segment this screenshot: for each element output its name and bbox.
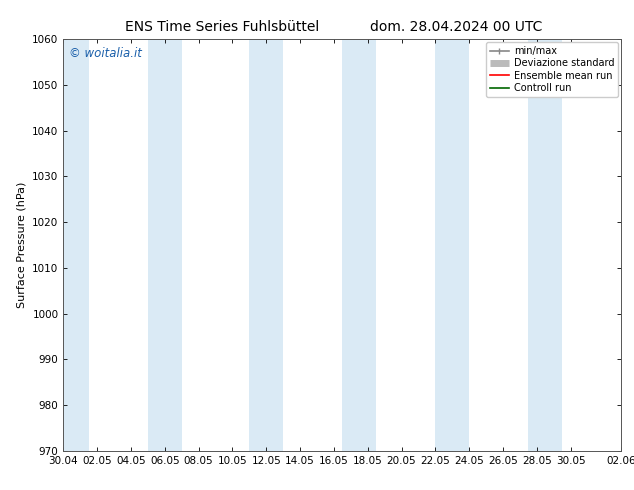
Bar xyxy=(63,39,89,451)
Bar xyxy=(249,39,283,451)
Bar xyxy=(528,39,562,451)
Bar xyxy=(148,39,182,451)
Bar xyxy=(342,39,376,451)
Text: dom. 28.04.2024 00 UTC: dom. 28.04.2024 00 UTC xyxy=(370,20,543,34)
Text: © woitalia.it: © woitalia.it xyxy=(69,48,142,60)
Text: ENS Time Series Fuhlsbüttel: ENS Time Series Fuhlsbüttel xyxy=(125,20,319,34)
Bar xyxy=(436,39,469,451)
Y-axis label: Surface Pressure (hPa): Surface Pressure (hPa) xyxy=(16,182,27,308)
Legend: min/max, Deviazione standard, Ensemble mean run, Controll run: min/max, Deviazione standard, Ensemble m… xyxy=(486,42,618,97)
